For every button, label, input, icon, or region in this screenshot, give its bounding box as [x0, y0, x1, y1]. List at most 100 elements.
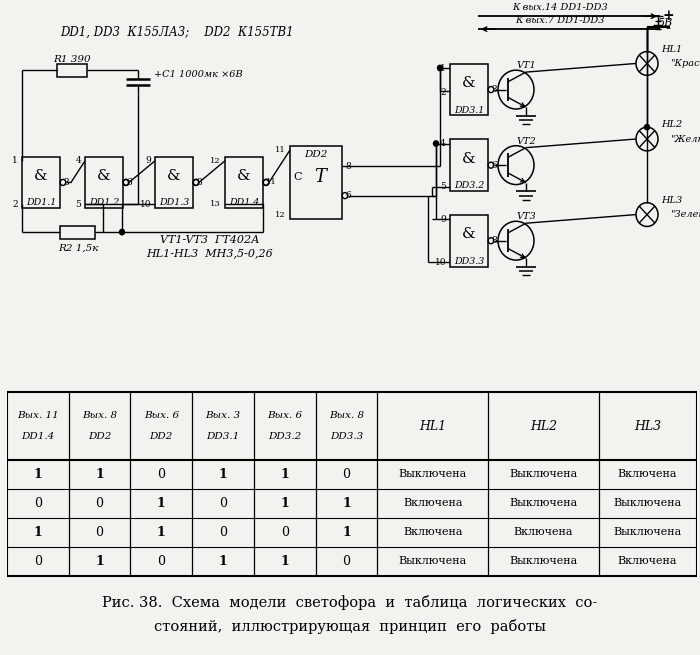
Text: VT1-VT3  ГТ402А: VT1-VT3 ГТ402А [160, 234, 260, 244]
Text: HL2: HL2 [530, 420, 557, 432]
Text: 5В: 5В [657, 18, 673, 28]
Text: -: - [666, 22, 671, 36]
Circle shape [645, 124, 650, 130]
Bar [450, 64, 488, 115]
Text: HL1: HL1 [419, 420, 447, 432]
Text: DD3.2: DD3.2 [454, 181, 484, 190]
Bar [155, 157, 193, 208]
Text: +C1 1000мк ×6В: +C1 1000мк ×6В [154, 70, 243, 79]
Text: Включена: Включена [403, 498, 463, 508]
Text: Вых. 11: Вых. 11 [17, 411, 59, 420]
Text: C: C [294, 172, 302, 181]
Text: HL1-HL3  МН3,5-0,26: HL1-HL3 МН3,5-0,26 [146, 249, 274, 259]
Text: Выключена: Выключена [613, 527, 682, 537]
Text: 9: 9 [440, 215, 446, 223]
Text: T: T [314, 168, 326, 185]
Text: 4: 4 [440, 139, 446, 148]
Text: 13: 13 [210, 200, 221, 208]
Text: &: & [97, 169, 111, 183]
Text: DD1, DD3  К155ЛА3;    DD2  К155ТВ1: DD1, DD3 К155ЛА3; DD2 К155ТВ1 [60, 26, 293, 39]
Bar [60, 225, 95, 238]
Text: 0: 0 [281, 526, 289, 539]
Text: 0: 0 [158, 468, 165, 481]
Text: Включена: Включена [618, 470, 678, 479]
Text: DD3.3: DD3.3 [454, 257, 484, 266]
Text: 3: 3 [491, 85, 496, 94]
Text: 0: 0 [34, 497, 42, 510]
Text: "Зелен.": "Зелен." [670, 210, 700, 219]
Text: Рис. 38.  Схема  модели  светофора  и  таблица  логических  со-: Рис. 38. Схема модели светофора и таблиц… [102, 595, 598, 610]
Text: Вых. 6: Вых. 6 [144, 411, 179, 420]
Text: DD1.1: DD1.1 [26, 198, 56, 208]
Text: 1: 1 [95, 468, 104, 481]
Text: 1: 1 [95, 555, 104, 568]
Text: 0: 0 [342, 468, 351, 481]
Text: HL1: HL1 [661, 45, 682, 54]
Text: DD1.3: DD1.3 [159, 198, 189, 208]
Text: "Желт.": "Желт." [670, 134, 700, 143]
Bar [85, 157, 123, 208]
Bar [290, 145, 342, 219]
Text: 0: 0 [219, 497, 227, 510]
Text: DD3.3: DD3.3 [330, 432, 363, 441]
Text: 6: 6 [126, 178, 132, 187]
Text: 1: 1 [342, 497, 351, 510]
Text: 0: 0 [34, 555, 42, 568]
Text: 8: 8 [196, 178, 202, 187]
Text: DD3.2: DD3.2 [268, 432, 302, 441]
Text: +: + [662, 9, 674, 23]
Text: &: & [237, 169, 251, 183]
Text: Выключена: Выключена [398, 470, 467, 479]
Text: DD1.4: DD1.4 [229, 198, 259, 208]
Text: 1: 1 [218, 468, 228, 481]
Text: VT3: VT3 [516, 212, 536, 221]
Text: R1 390: R1 390 [53, 55, 91, 64]
Text: Выключена: Выключена [613, 498, 682, 508]
Text: 2: 2 [440, 88, 446, 97]
Text: Включена: Включена [403, 527, 463, 537]
Text: 1: 1 [157, 497, 166, 510]
Text: 3: 3 [63, 178, 69, 187]
Text: 1: 1 [157, 526, 166, 539]
Text: 1: 1 [34, 468, 42, 481]
Text: VT1: VT1 [516, 62, 536, 70]
Text: HL2: HL2 [661, 121, 682, 130]
Text: &: & [167, 169, 181, 183]
Circle shape [433, 141, 438, 146]
Text: 9: 9 [146, 157, 151, 165]
Text: Вых. 6: Вых. 6 [267, 411, 302, 420]
Text: &: & [34, 169, 48, 183]
Text: 10: 10 [139, 200, 151, 208]
Text: Выключена: Выключена [509, 498, 578, 508]
Text: Вых. 8: Вых. 8 [82, 411, 117, 420]
Text: DD1.4: DD1.4 [21, 432, 55, 441]
Text: Включена: Включена [514, 527, 573, 537]
Bar [225, 157, 263, 208]
Text: 1: 1 [281, 497, 289, 510]
Text: DD1.2: DD1.2 [89, 198, 119, 208]
Circle shape [438, 66, 442, 71]
Text: Выключена: Выключена [509, 470, 578, 479]
Text: стояний,  иллюстрирующая  принцип  его  работы: стояний, иллюстрирующая принцип его рабо… [154, 620, 546, 635]
Text: 0: 0 [96, 497, 104, 510]
Text: 0: 0 [219, 526, 227, 539]
Text: 10: 10 [435, 258, 446, 267]
Text: 12: 12 [211, 157, 221, 165]
Text: 11: 11 [266, 178, 276, 187]
Text: DD2: DD2 [88, 432, 111, 441]
Bar [450, 215, 488, 267]
Text: Вых. 8: Вых. 8 [329, 411, 364, 420]
Text: 0: 0 [342, 555, 351, 568]
Text: DD3.1: DD3.1 [454, 105, 484, 115]
Text: &: & [462, 77, 476, 90]
Text: 12: 12 [275, 211, 286, 219]
Text: 8: 8 [345, 162, 351, 171]
Text: 6: 6 [491, 160, 497, 170]
Text: Вых. 3: Вых. 3 [206, 411, 241, 420]
Text: 1: 1 [13, 157, 18, 165]
Bar [22, 157, 60, 208]
Text: 5: 5 [75, 200, 81, 208]
Text: Выключена: Выключена [509, 556, 578, 567]
Circle shape [120, 229, 125, 234]
Text: DD3.1: DD3.1 [206, 432, 239, 441]
